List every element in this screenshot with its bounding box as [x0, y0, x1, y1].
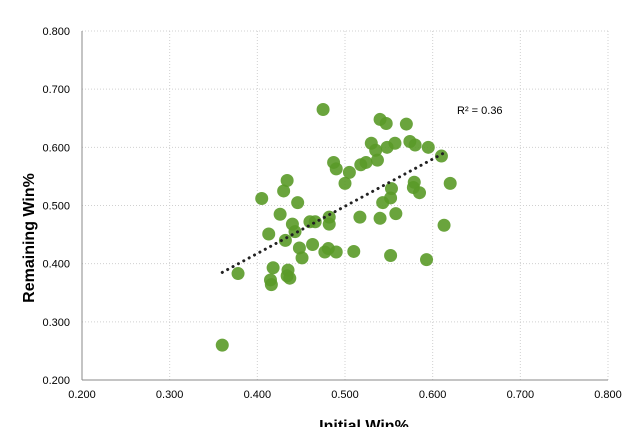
data-point — [277, 184, 291, 198]
data-point — [370, 153, 384, 167]
data-point — [264, 278, 278, 292]
data-point — [215, 338, 229, 352]
x-tick-label: 0.300 — [156, 389, 184, 401]
y-tick-label: 0.500 — [42, 201, 70, 213]
data-point — [278, 233, 292, 247]
data-point — [292, 241, 306, 255]
y-tick-label: 0.600 — [42, 142, 70, 154]
data-point — [306, 237, 320, 251]
data-point — [373, 211, 387, 225]
x-tick-label: 0.400 — [244, 389, 272, 401]
trendline — [220, 150, 448, 274]
data-point — [329, 162, 343, 176]
data-point — [291, 196, 305, 210]
data-point — [353, 210, 367, 224]
data-point — [408, 138, 422, 152]
x-tick-label: 0.600 — [419, 389, 447, 401]
data-point — [329, 245, 343, 259]
x-tick-label: 0.500 — [331, 389, 359, 401]
data-point — [384, 182, 398, 196]
data-point — [369, 143, 383, 157]
data-point — [407, 175, 421, 189]
x-tick-label: 0.200 — [68, 389, 96, 401]
data-point — [379, 116, 393, 130]
data-point — [262, 227, 276, 241]
data-point — [399, 117, 413, 131]
data-points — [215, 103, 457, 352]
data-point — [359, 155, 373, 169]
data-point — [420, 253, 434, 267]
data-point — [388, 136, 402, 150]
data-point — [437, 218, 451, 232]
data-point — [342, 165, 356, 179]
y-tick-label: 0.700 — [42, 84, 70, 96]
data-point — [384, 191, 398, 205]
x-tick-label: 0.800 — [594, 389, 622, 401]
data-point — [255, 192, 269, 206]
data-point — [413, 186, 427, 200]
x-axis-title: Initial Win% — [319, 418, 409, 427]
data-point — [389, 207, 403, 221]
data-point — [322, 210, 336, 224]
data-point — [338, 176, 352, 190]
data-point — [384, 249, 398, 263]
data-point — [308, 215, 322, 229]
y-tick-label: 0.300 — [42, 317, 70, 329]
data-point — [434, 149, 448, 163]
data-point — [280, 173, 294, 187]
data-point — [421, 140, 435, 154]
r-squared-annotation: R² = 0.36 — [457, 105, 503, 117]
tick-labels: 0.200 0.300 0.400 0.500 0.600 0.700 0.800 0.200… — [42, 26, 621, 401]
x-tick-label: 0.700 — [507, 389, 535, 401]
gridlines — [81, 30, 609, 381]
data-point — [443, 176, 457, 190]
y-axis-title: Remaining Win% — [21, 173, 38, 303]
data-point — [347, 244, 361, 258]
data-point — [288, 225, 302, 239]
data-point — [231, 267, 245, 281]
data-point — [316, 103, 330, 117]
data-point — [273, 207, 287, 221]
y-tick-label: 0.200 — [42, 375, 70, 387]
data-point — [283, 271, 297, 285]
data-point — [295, 251, 309, 265]
data-point — [266, 261, 280, 275]
y-tick-label: 0.400 — [42, 259, 70, 271]
y-tick-label: 0.800 — [42, 26, 70, 38]
